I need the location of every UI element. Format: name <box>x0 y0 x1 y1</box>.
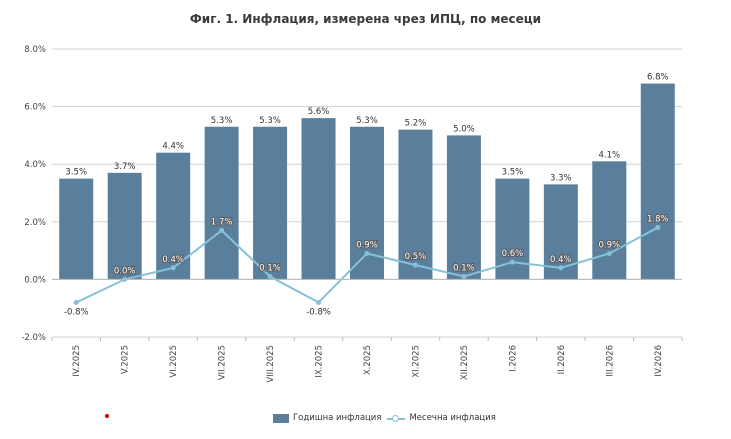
x-tick-label: X.2025 <box>363 345 373 375</box>
x-tick-label: VIII.2025 <box>266 345 276 383</box>
bar-value-label: 5.3% <box>211 116 233 126</box>
bar-value-label: 5.0% <box>453 124 475 134</box>
bar-value-label: 3.5% <box>65 168 87 178</box>
y-tick-label: 4.0% <box>24 160 46 170</box>
bar <box>301 118 336 280</box>
x-tick-label: III.2026 <box>605 345 615 377</box>
y-tick-label: -2.0% <box>21 333 46 343</box>
bar-value-label: 6.8% <box>647 73 669 83</box>
bar-value-label: 4.4% <box>162 142 184 152</box>
labels-layer: 3.5% 3.7% 4.4% 5.3% 5.3% 5.6% 5.3% 5.2% 5.0% 3.5%… <box>64 73 670 318</box>
line-value-label: 0.4% <box>162 255 184 265</box>
line-value-label: 0.9% <box>599 240 621 250</box>
y-tick-label: 0.0% <box>24 275 46 285</box>
bar <box>59 178 94 280</box>
bar-value-label: 3.7% <box>114 162 136 172</box>
line-layer <box>73 225 661 305</box>
chart-title: Фиг. 1. Инфлация, измерена чрез ИПЦ, по … <box>189 12 542 26</box>
y-tick-label: 2.0% <box>24 218 46 228</box>
bar <box>640 83 675 280</box>
line-point <box>170 265 176 271</box>
line-value-label: 0.4% <box>550 255 572 265</box>
x-tick-label: II.2026 <box>557 345 567 374</box>
bar <box>253 126 288 280</box>
bar-value-label: 3.3% <box>550 173 572 183</box>
bar-value-label: 5.3% <box>259 116 281 126</box>
bar-value-label: 4.1% <box>599 150 621 160</box>
bar-value-label: 5.6% <box>308 107 330 117</box>
line-value-label: -0.8% <box>306 307 331 317</box>
x-tick-label: IX.2025 <box>315 345 325 378</box>
line-value-label: 0.9% <box>356 240 378 250</box>
x-tick-label: IV.2026 <box>654 345 664 377</box>
line-point <box>364 250 370 256</box>
bar <box>592 161 627 280</box>
line-point <box>606 250 612 256</box>
bar <box>398 129 433 280</box>
line-point <box>316 299 322 305</box>
y-tick-label: 6.0% <box>24 103 46 113</box>
legend-line-swatch <box>387 414 406 423</box>
line-value-label: 0.5% <box>405 252 427 262</box>
x-tick-label: IV.2025 <box>72 345 82 377</box>
legend-item-monthly[interactable]: Месечна инфлация <box>387 413 496 423</box>
x-tick-label: I.2026 <box>508 345 518 372</box>
legend-bar-swatch <box>273 413 289 423</box>
line-value-label: 0.0% <box>114 266 136 276</box>
legend-item-annual[interactable]: Годишна инфлация <box>273 413 381 423</box>
legend: Годишна инфлация Месечна инфлация <box>273 413 496 423</box>
line-value-label: -0.8% <box>64 307 89 317</box>
x-tick-label: V.2025 <box>121 345 131 374</box>
line-point <box>655 225 661 231</box>
line-value-label: 1.8% <box>647 215 669 225</box>
line-point <box>558 265 564 271</box>
bars-layer <box>59 83 675 280</box>
axis-layer: -2.0% 0.0% 2.0% 4.0% 6.0% 8.0% IV.2025 V.2025 VI… <box>21 45 683 383</box>
line-value-label: 0.1% <box>453 264 475 274</box>
line-value-label: 0.1% <box>259 264 281 274</box>
y-tick-label: 8.0% <box>24 45 46 55</box>
line-point <box>73 299 79 305</box>
line-point <box>509 259 515 265</box>
line-point <box>461 274 467 280</box>
bar <box>204 126 239 280</box>
bar <box>446 135 481 280</box>
bar-value-label: 3.5% <box>502 168 524 178</box>
bar-value-label: 5.3% <box>356 116 378 126</box>
bar <box>107 172 142 280</box>
line-value-label: 0.6% <box>502 249 524 259</box>
legend-label-annual: Годишна инфлация <box>293 413 382 423</box>
line-value-label: 1.7% <box>211 217 233 227</box>
x-tick-label: XI.2025 <box>411 345 421 378</box>
line-point <box>219 227 225 233</box>
legend-label-monthly: Месечна инфлация <box>409 413 496 423</box>
x-tick-label: XII.2025 <box>460 345 470 380</box>
line-point <box>412 262 418 268</box>
x-tick-label: VI.2025 <box>169 345 179 378</box>
line-point <box>267 274 273 280</box>
x-tick-label: VII.2025 <box>218 345 228 380</box>
bar-value-label: 5.2% <box>405 119 427 129</box>
red-dot-mark <box>105 414 109 418</box>
